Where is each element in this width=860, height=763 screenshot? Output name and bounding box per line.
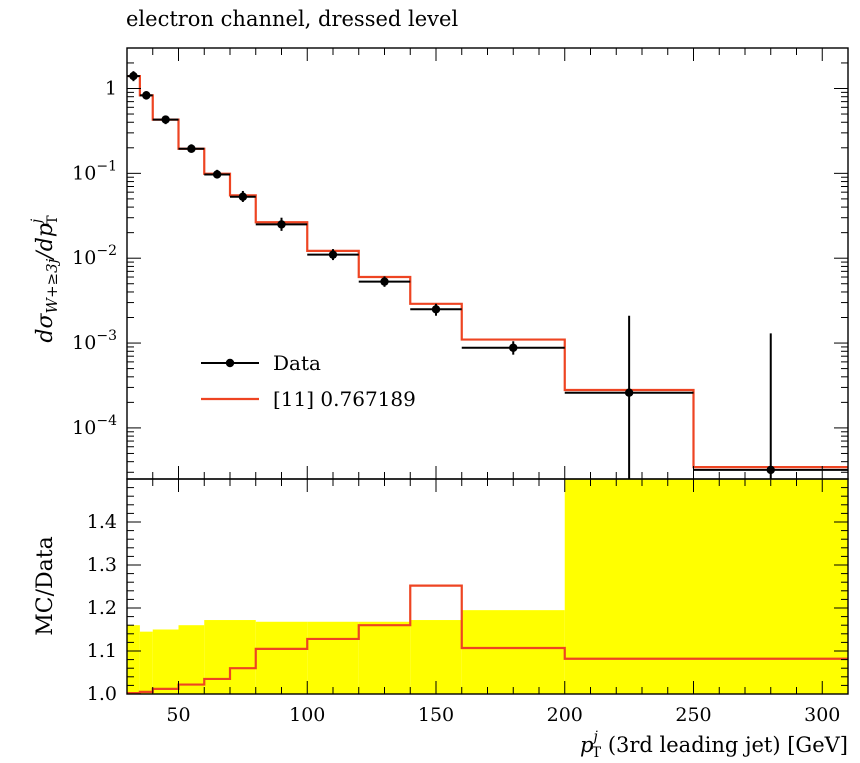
ratio-band-bin bbox=[152, 629, 179, 694]
data-point bbox=[212, 170, 222, 179]
main-frame bbox=[126, 47, 849, 480]
data-point bbox=[509, 343, 518, 352]
main-ylabel-sub: W+≥3j bbox=[43, 258, 61, 313]
x-label-base: p bbox=[580, 733, 593, 757]
main-y-tick-label: 10−3 bbox=[72, 328, 117, 354]
tick-exponent: −1 bbox=[96, 158, 117, 174]
x-tick-label: 50 bbox=[166, 704, 190, 726]
x-tick-label: 100 bbox=[289, 704, 325, 726]
x-label-rest: (3rd leading jet) [GeV] bbox=[601, 733, 848, 757]
ratio-y-tick-label: 1.0 bbox=[87, 683, 117, 705]
main-ylabel-sup: j bbox=[29, 218, 45, 226]
data-point bbox=[142, 91, 151, 100]
main-y-tick-label: 1 bbox=[105, 77, 117, 99]
ratio-y-tick-label: 1.1 bbox=[87, 640, 117, 662]
data-point bbox=[187, 144, 196, 153]
legend-mc-label: [11] 0.767189 bbox=[273, 387, 416, 411]
data-point bbox=[238, 192, 248, 201]
ratio-band-bin bbox=[255, 621, 308, 694]
data-point bbox=[129, 71, 138, 81]
tick-exponent: −4 bbox=[96, 413, 117, 429]
ratio-y-tick-label: 1.3 bbox=[87, 554, 117, 576]
main-ylabel: dσW+≥3j/dpjT bbox=[29, 215, 61, 343]
tick-exponent: −2 bbox=[96, 243, 117, 259]
ratio-y-tick-label: 1.2 bbox=[87, 597, 117, 619]
data-point bbox=[431, 305, 441, 314]
x-tick-label: 200 bbox=[547, 704, 583, 726]
mc-step-line bbox=[127, 74, 848, 469]
data-point bbox=[624, 388, 634, 397]
x-axis-label: pj T (3rd leading jet) [GeV] bbox=[580, 729, 848, 761]
data-point bbox=[328, 250, 338, 259]
ratio-band-bin bbox=[230, 620, 256, 694]
x-tick-label: 150 bbox=[418, 704, 454, 726]
ratio-band-bin bbox=[358, 621, 411, 694]
tick-base: 10 bbox=[72, 162, 96, 184]
data-point bbox=[766, 465, 775, 475]
chart-title: electron channel, dressed level bbox=[126, 7, 458, 31]
legend-data-marker bbox=[225, 358, 235, 368]
data-point bbox=[161, 115, 170, 124]
ratio-band-bin bbox=[461, 610, 565, 694]
main-ylabel-base: dσ bbox=[33, 312, 58, 342]
x-label-sub: T bbox=[592, 745, 602, 761]
x-tick-label: 300 bbox=[804, 704, 840, 726]
main-ylabel-sub2: T bbox=[45, 215, 61, 225]
ratio-band-bin bbox=[307, 621, 359, 694]
ratio-panel: 50 100 150 200 250 300 1.0 1.1 1.2 1.3 1.4 bbox=[87, 478, 849, 726]
x-tick-label: 250 bbox=[675, 704, 711, 726]
ratio-y-tick-label: 1.4 bbox=[87, 511, 117, 533]
ratio-band-bin bbox=[139, 631, 153, 694]
tick-base: 10 bbox=[72, 332, 96, 354]
tick-base: 10 bbox=[72, 417, 96, 439]
legend-data-label: Data bbox=[273, 351, 321, 375]
x-label-sup: j bbox=[590, 729, 598, 745]
main-y-tick-label: 10−2 bbox=[72, 243, 117, 269]
data-point bbox=[380, 277, 389, 286]
tick-base: 10 bbox=[72, 247, 96, 269]
tick-exponent: −3 bbox=[96, 328, 117, 344]
ratio-band-bin bbox=[204, 620, 230, 694]
ratio-ylabel: MC/Data bbox=[33, 536, 58, 635]
main-y-tick-label: 10−4 bbox=[72, 413, 117, 439]
data-point bbox=[277, 220, 286, 229]
ratio-band-bin bbox=[178, 625, 205, 694]
ratio-band-bin bbox=[564, 479, 694, 694]
main-y-tick-label: 10−1 bbox=[72, 158, 117, 184]
ratio-band-bin bbox=[693, 479, 848, 694]
main-ylabel-mid: /dp bbox=[33, 223, 58, 261]
